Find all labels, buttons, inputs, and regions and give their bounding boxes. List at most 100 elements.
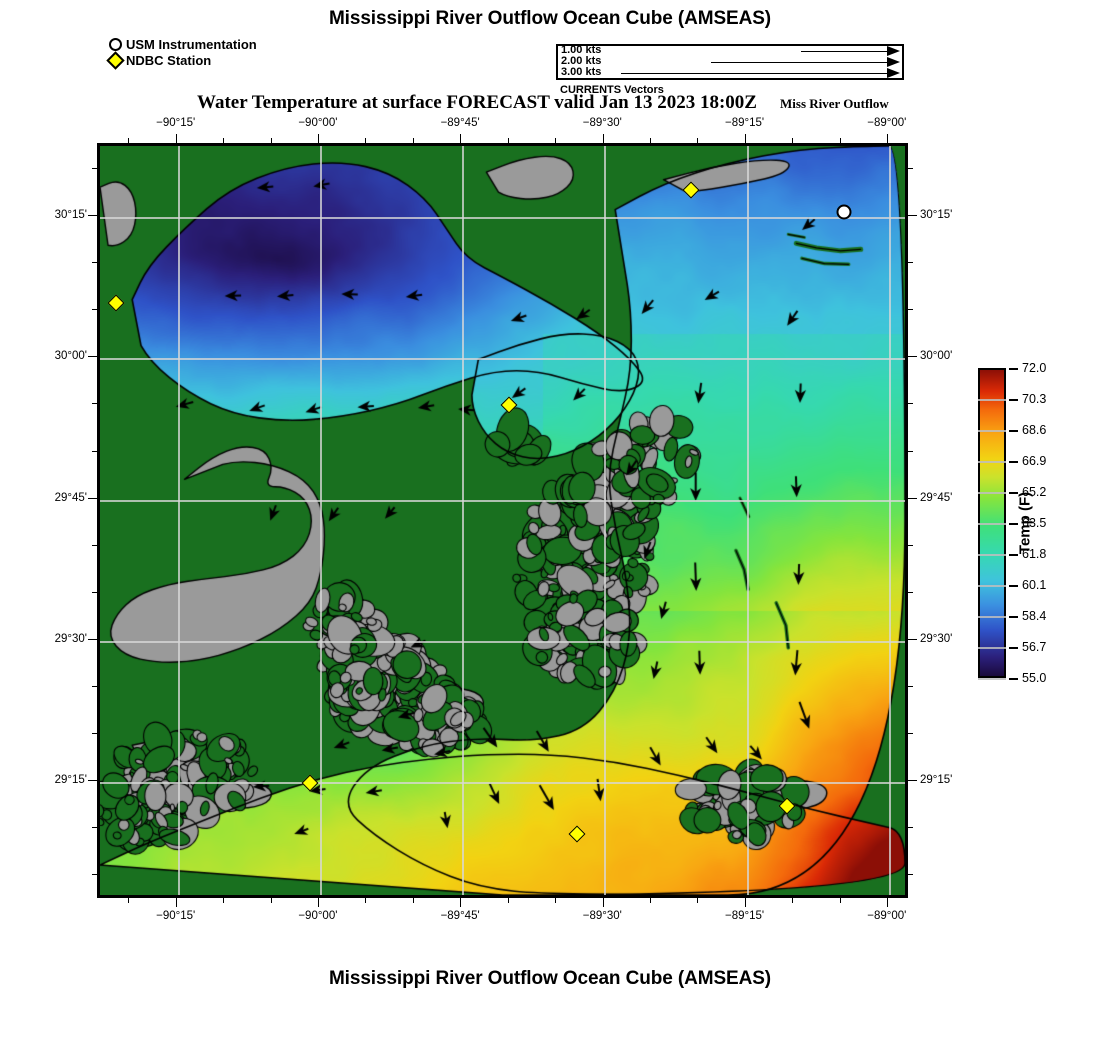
lon-tick [460,134,462,143]
vector-legend-label-3: 3.00 kts [561,66,602,78]
map-plot-area[interactable] [97,143,908,898]
lat-axis-label-right: 30°15' [920,208,953,221]
lon-axis-label-top: −90°15' [156,117,196,129]
lon-axis-label-top: −90°00' [298,117,338,129]
gridline-lat-2 [100,499,905,502]
lon-axis-label-top: −89°30' [582,117,622,129]
gridline-lon-5 [888,146,891,895]
colorbar-tick-label: 61.8 [1022,547,1047,561]
lat-tick [908,450,913,452]
colorbar-tick-label: 66.9 [1022,454,1047,468]
lat-tick [908,167,913,169]
legend-label-usm: USM Instrumentation [126,36,257,52]
gridline-lat-3 [100,640,905,643]
gridline-lon-2 [462,146,465,895]
lon-tick [175,134,177,143]
lon-axis-label-top: −89°00' [867,117,907,129]
colorbar-separator [978,430,1006,432]
lon-axis-label-bottom: −89°15' [725,910,765,922]
lat-tick [88,356,97,358]
colorbar-tick-label: 63.5 [1022,516,1047,530]
vector-legend-arrowhead-2 [887,57,900,67]
lat-axis-label-right: 29°15' [920,774,953,787]
vector-legend-row-2: 2.00 kts [558,56,902,68]
lat-tick [88,638,97,640]
colorbar-tick [1009,368,1018,370]
lon-tick [839,898,841,903]
colorbar-tick [1009,492,1018,494]
lat-tick [908,356,917,358]
lat-tick [908,497,917,499]
vector-legend-label-1: 1.00 kts [561,44,602,56]
gridline-lon-1 [319,146,322,895]
lon-tick [602,134,604,143]
colorbar-tick [1009,430,1018,432]
colorbar-separator [978,678,1006,680]
lon-axis-label-top: −89°15' [725,117,765,129]
legend-label-ndbc: NDBC Station [126,52,212,68]
lon-axis-label-top: −89°45' [440,117,480,129]
colorbar-separator [978,554,1006,556]
temperature-heatmap-canvas [100,146,905,895]
colorbar-axis-title: Temp (F) [1016,491,1034,555]
lon-tick [223,898,225,903]
gridline-lat-4 [100,782,905,785]
colorbar-tick [1009,616,1018,618]
lat-tick [908,827,913,829]
colorbar-separator [978,461,1006,463]
lon-axis-label-bottom: −90°15' [156,910,196,922]
vector-legend-row-3: 3.00 kts [558,66,902,79]
colorbar-tick [1009,678,1018,680]
lat-axis-label-right: 29°45' [920,491,953,504]
colorbar-separator [978,616,1006,618]
vector-legend-line-2 [711,62,889,63]
lat-tick [88,214,97,216]
lat-tick [908,638,917,640]
lon-tick [175,898,177,907]
vector-legend-caption: CURRENTS Vectors [560,84,664,96]
lon-tick [128,898,130,903]
lat-tick [908,309,913,311]
diamond-marker-icon [106,50,125,70]
lon-tick [460,898,462,907]
footer-title: Mississippi River Outflow Ocean Cube (AM… [328,968,772,989]
colorbar-separator [978,585,1006,587]
lat-axis-label-left: 30°15' [54,208,87,221]
lat-tick [908,544,913,546]
page-title: Mississippi River Outflow Ocean Cube (AM… [328,8,772,29]
colorbar-tick-label: 65.2 [1022,485,1047,499]
lon-tick [792,898,794,903]
colorbar-tick-label: 58.4 [1022,609,1047,623]
lon-tick [270,898,272,903]
vector-legend-line-1 [801,51,889,52]
colorbar-tick-label: 72.0 [1022,361,1047,375]
colorbar-tick-label: 68.6 [1022,423,1047,437]
lon-axis-label-bottom: −89°00' [867,910,907,922]
colorbar-tick [1009,647,1018,649]
colorbar-tick [1009,461,1018,463]
lat-tick [88,497,97,499]
lon-tick [886,898,888,907]
colorbar-tick [1009,523,1018,525]
chart-subtitle: Water Temperature at surface FORECAST va… [197,92,757,113]
colorbar-tick-label: 55.0 [1022,671,1047,685]
current-vector-legend: 1.00 kts 2.00 kts 3.00 kts [556,44,904,80]
lat-tick [908,591,913,593]
chart-subtitle-secondary: Miss River Outflow [780,96,889,111]
lon-axis-label-bottom: −89°30' [582,910,622,922]
vector-legend-arrowhead-3 [887,68,900,78]
colorbar-tick [1009,554,1018,556]
lon-tick [697,898,699,903]
colorbar-tick [1009,399,1018,401]
lat-axis-label-right: 29°30' [920,632,953,645]
lon-tick [365,898,367,903]
lon-tick [886,134,888,143]
colorbar-separator [978,523,1006,525]
lon-tick [318,898,320,907]
lon-tick [318,134,320,143]
colorbar-tick-label: 60.1 [1022,578,1047,592]
symbol-legend: USM Instrumentation NDBC Station [106,36,257,70]
lon-tick [507,898,509,903]
vector-legend-row-1: 1.00 kts [558,44,902,57]
usm-instrumentation-marker[interactable] [836,204,852,220]
